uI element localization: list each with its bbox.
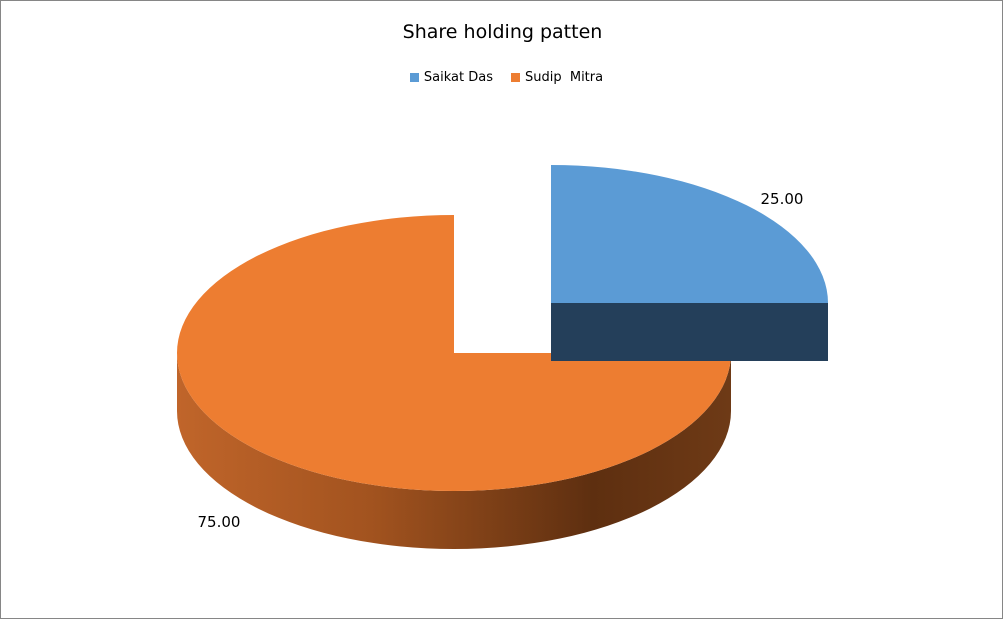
slice-side-saikat-das <box>551 303 828 361</box>
slice-side-sudip-mitra <box>177 353 731 549</box>
legend-label: Sudip Mitra <box>524 70 604 85</box>
legend: Saikat Das Sudip Mitra <box>1 70 1003 85</box>
legend-swatch <box>409 73 419 82</box>
legend-label: Saikat Das <box>423 70 493 85</box>
data-label-saikat-das: 25.00 <box>761 190 804 208</box>
slice-saikat-das <box>551 165 828 303</box>
legend-swatch <box>510 73 520 82</box>
chart-title: Share holding patten <box>402 21 603 43</box>
legend-item-sudip-mitra: Sudip Mitra <box>510 70 604 85</box>
slice-sudip-mitra <box>177 215 731 491</box>
legend-item-saikat-das: Saikat Das <box>409 70 493 85</box>
data-label-sudip-mitra: 75.00 <box>198 513 241 531</box>
